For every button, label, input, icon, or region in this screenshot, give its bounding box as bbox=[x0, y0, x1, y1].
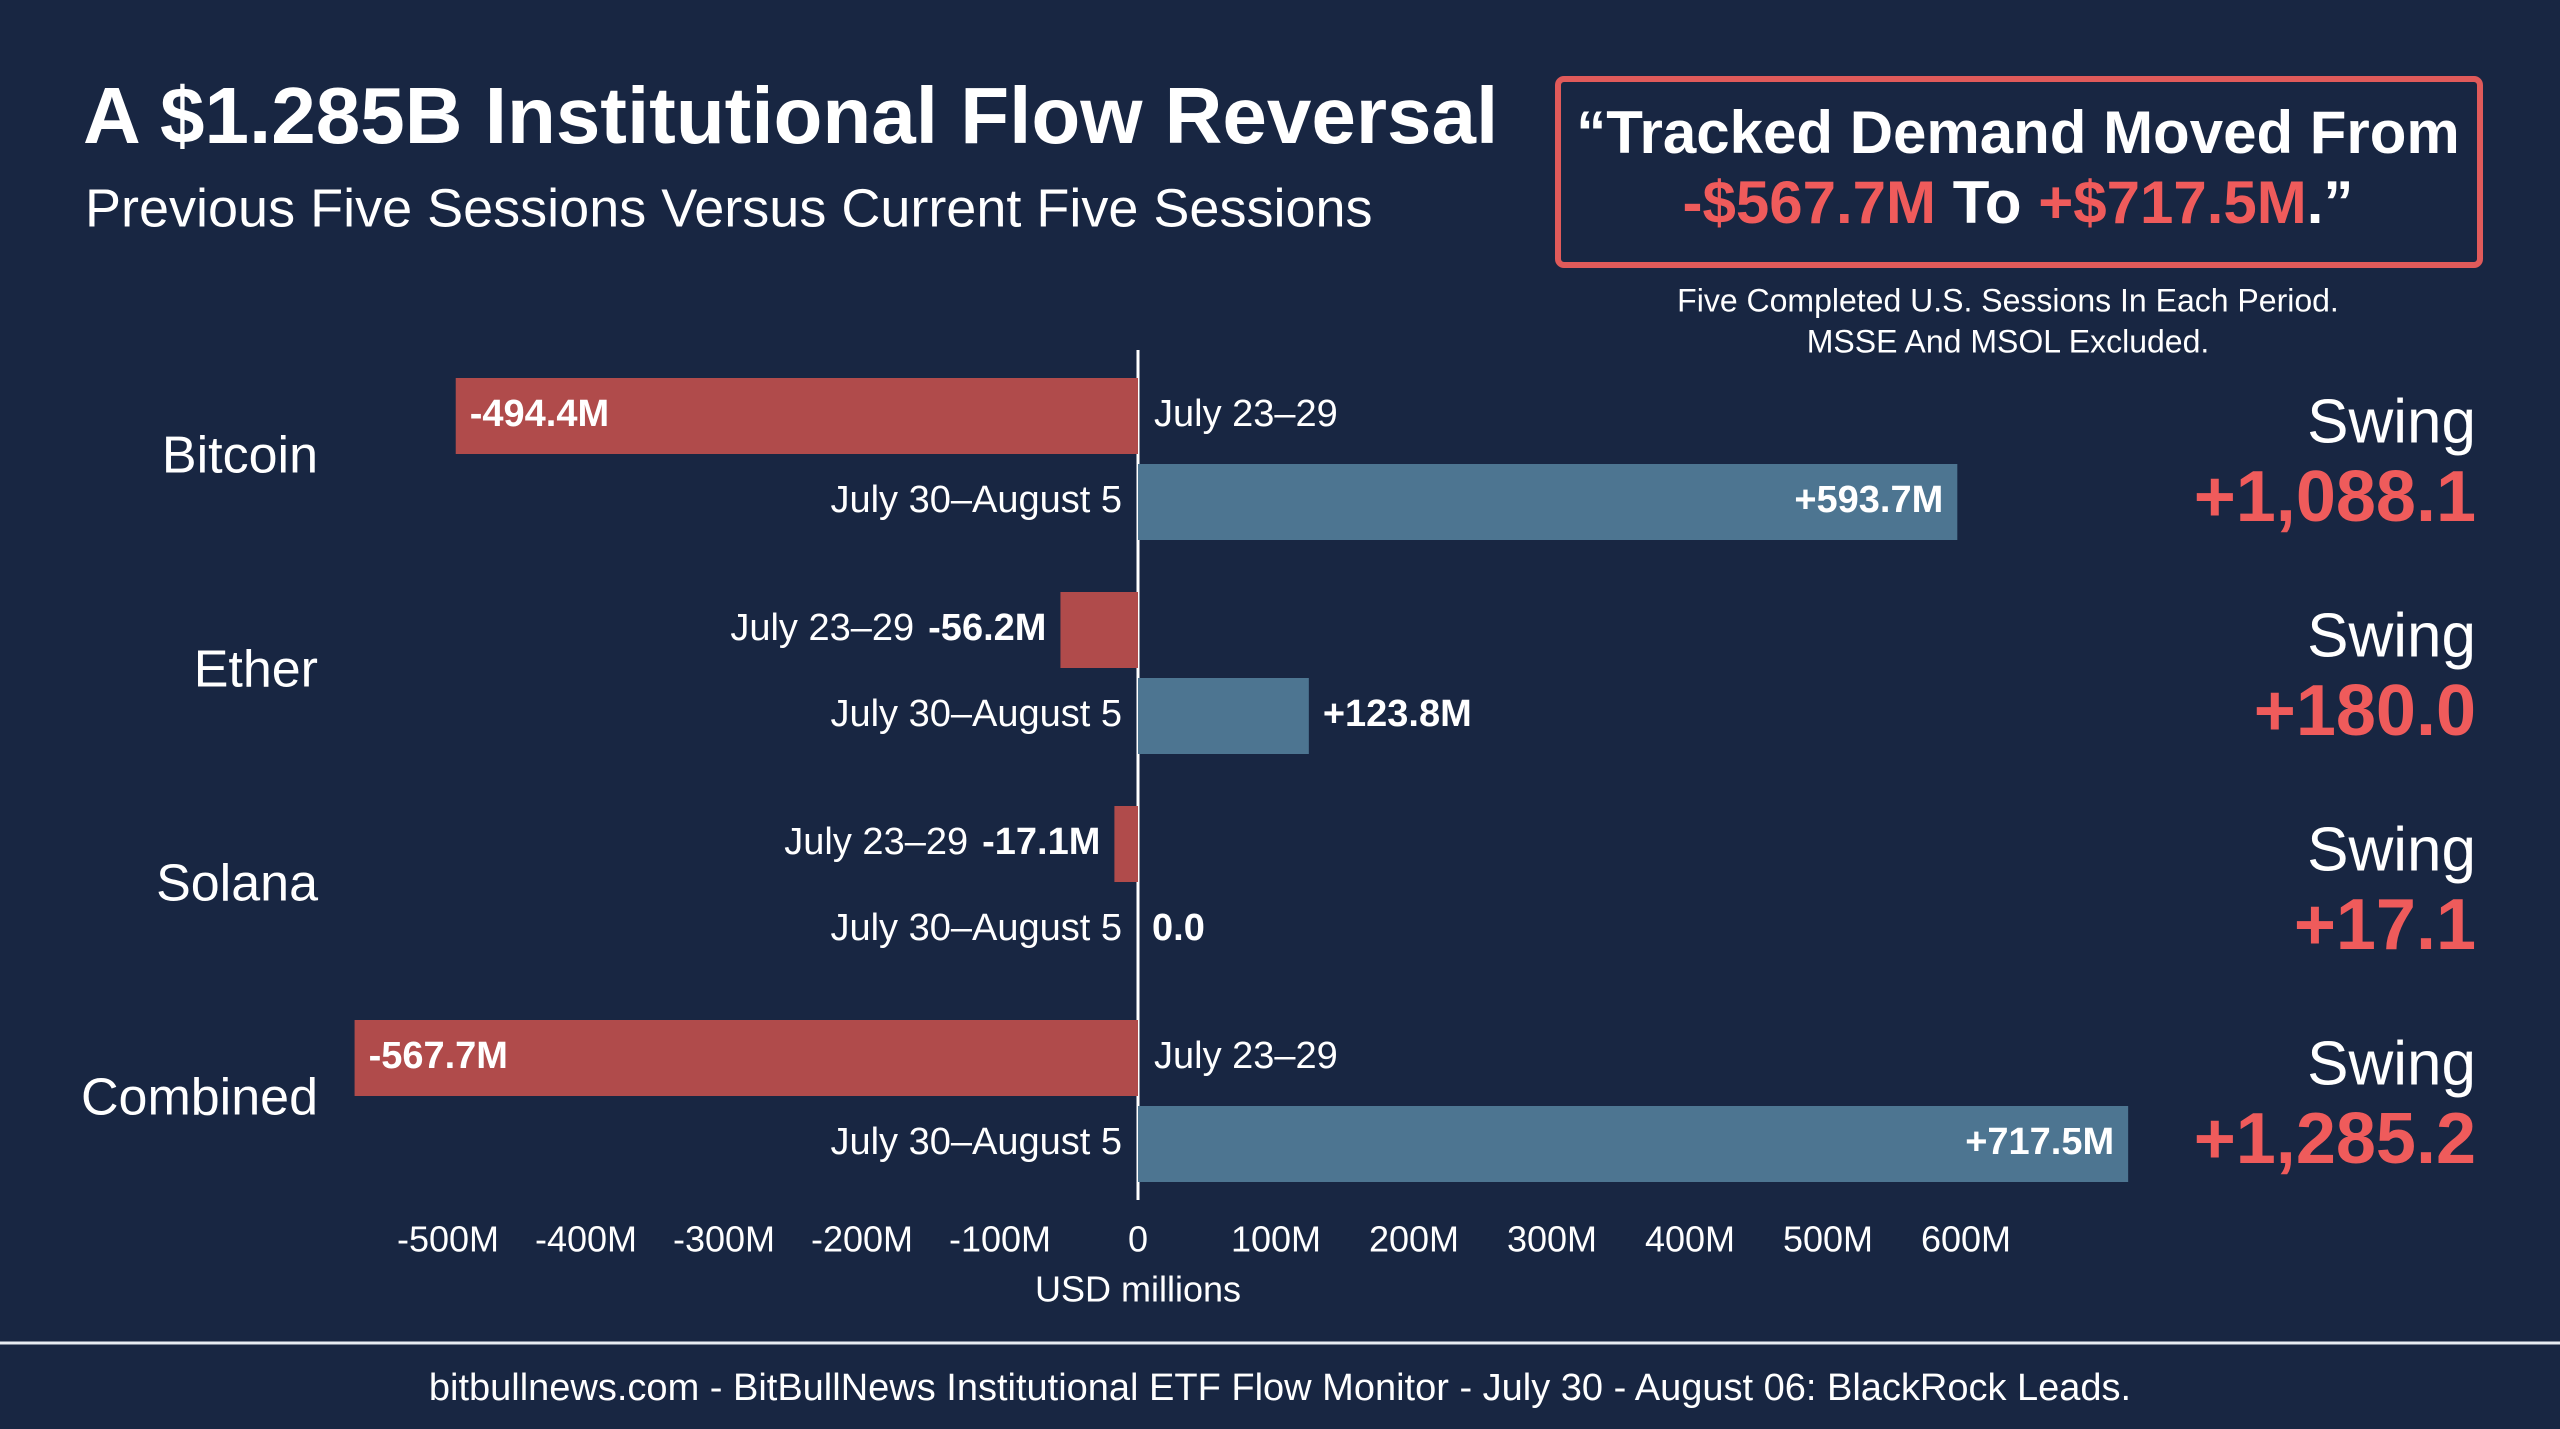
x-tick-label: 100M bbox=[1231, 1219, 1321, 1260]
quote-from: -$567.7M bbox=[1683, 169, 1936, 236]
x-tick-label: 0 bbox=[1128, 1219, 1148, 1260]
value-label: +717.5M bbox=[1965, 1121, 2114, 1163]
quote-line: -$567.7M To +$717.5M.” bbox=[1683, 169, 2354, 236]
bar bbox=[354, 1020, 1139, 1096]
x-axis-label: USD millions bbox=[1035, 1269, 1241, 1310]
x-tick-label: 300M bbox=[1507, 1219, 1597, 1260]
x-tick-label: -400M bbox=[535, 1219, 637, 1260]
value-label: -494.4M bbox=[470, 393, 609, 435]
period-label: July 30–August 5 bbox=[830, 907, 1122, 949]
x-tick-label: 400M bbox=[1645, 1219, 1735, 1260]
chart-title: A $1.285B Institutional Flow Reversal bbox=[83, 71, 1498, 160]
period-label: July 30–August 5 bbox=[830, 693, 1122, 735]
x-tick-label: -200M bbox=[811, 1219, 913, 1260]
x-tick-label: 600M bbox=[1921, 1219, 2011, 1260]
bar bbox=[1138, 678, 1309, 754]
period-label: July 23–29 bbox=[784, 821, 968, 863]
x-tick-label: 500M bbox=[1783, 1219, 1873, 1260]
category-label: Bitcoin bbox=[162, 427, 318, 485]
period-label: July 23–29 bbox=[1154, 1035, 1338, 1077]
quote-to-word: To bbox=[1936, 169, 2038, 236]
swing-label: Swing bbox=[2307, 601, 2476, 670]
footer: bitbullnews.com - BitBullNews Institutio… bbox=[429, 1367, 2131, 1409]
quote-line: “Tracked Demand Moved From bbox=[1576, 99, 2460, 166]
chart-subtitle: Previous Five Sessions Versus Current Fi… bbox=[85, 178, 1373, 238]
category-label: Combined bbox=[81, 1069, 318, 1127]
bar bbox=[1138, 1106, 2129, 1182]
quote-to: +$717.5M bbox=[2038, 169, 2307, 236]
swing-value: +1,285.2 bbox=[2194, 1099, 2476, 1179]
period-label: July 23–29 bbox=[730, 607, 914, 649]
category-label: Ether bbox=[194, 641, 318, 699]
note: MSSE And MSOL Excluded. bbox=[1807, 323, 2210, 359]
value-label: 0.0 bbox=[1152, 907, 1205, 949]
note: Five Completed U.S. Sessions In Each Per… bbox=[1677, 282, 2339, 318]
bar bbox=[1114, 806, 1138, 882]
value-label: -56.2M bbox=[928, 607, 1046, 649]
bar bbox=[455, 378, 1138, 454]
x-tick-label: 200M bbox=[1369, 1219, 1459, 1260]
period-label: July 30–August 5 bbox=[830, 479, 1122, 521]
quote-end: .” bbox=[2307, 169, 2354, 236]
swing-value: +1,088.1 bbox=[2194, 457, 2476, 537]
swing-label: Swing bbox=[2307, 1029, 2476, 1098]
value-label: -567.7M bbox=[369, 1035, 508, 1077]
bar bbox=[1138, 464, 1958, 540]
x-tick-label: -300M bbox=[673, 1219, 775, 1260]
period-label: July 30–August 5 bbox=[830, 1121, 1122, 1163]
bar bbox=[1060, 592, 1138, 668]
value-label: +593.7M bbox=[1794, 479, 1943, 521]
x-tick-label: -500M bbox=[397, 1219, 499, 1260]
value-label: -17.1M bbox=[982, 821, 1100, 863]
swing-value: +180.0 bbox=[2254, 671, 2476, 751]
swing-label: Swing bbox=[2307, 387, 2476, 456]
period-label: July 23–29 bbox=[1154, 393, 1338, 435]
swing-label: Swing bbox=[2307, 815, 2476, 884]
quote-box bbox=[1555, 76, 2483, 268]
swing-value: +17.1 bbox=[2294, 885, 2476, 965]
category-label: Solana bbox=[156, 855, 318, 913]
x-tick-label: -100M bbox=[949, 1219, 1051, 1260]
value-label: +123.8M bbox=[1323, 693, 1472, 735]
